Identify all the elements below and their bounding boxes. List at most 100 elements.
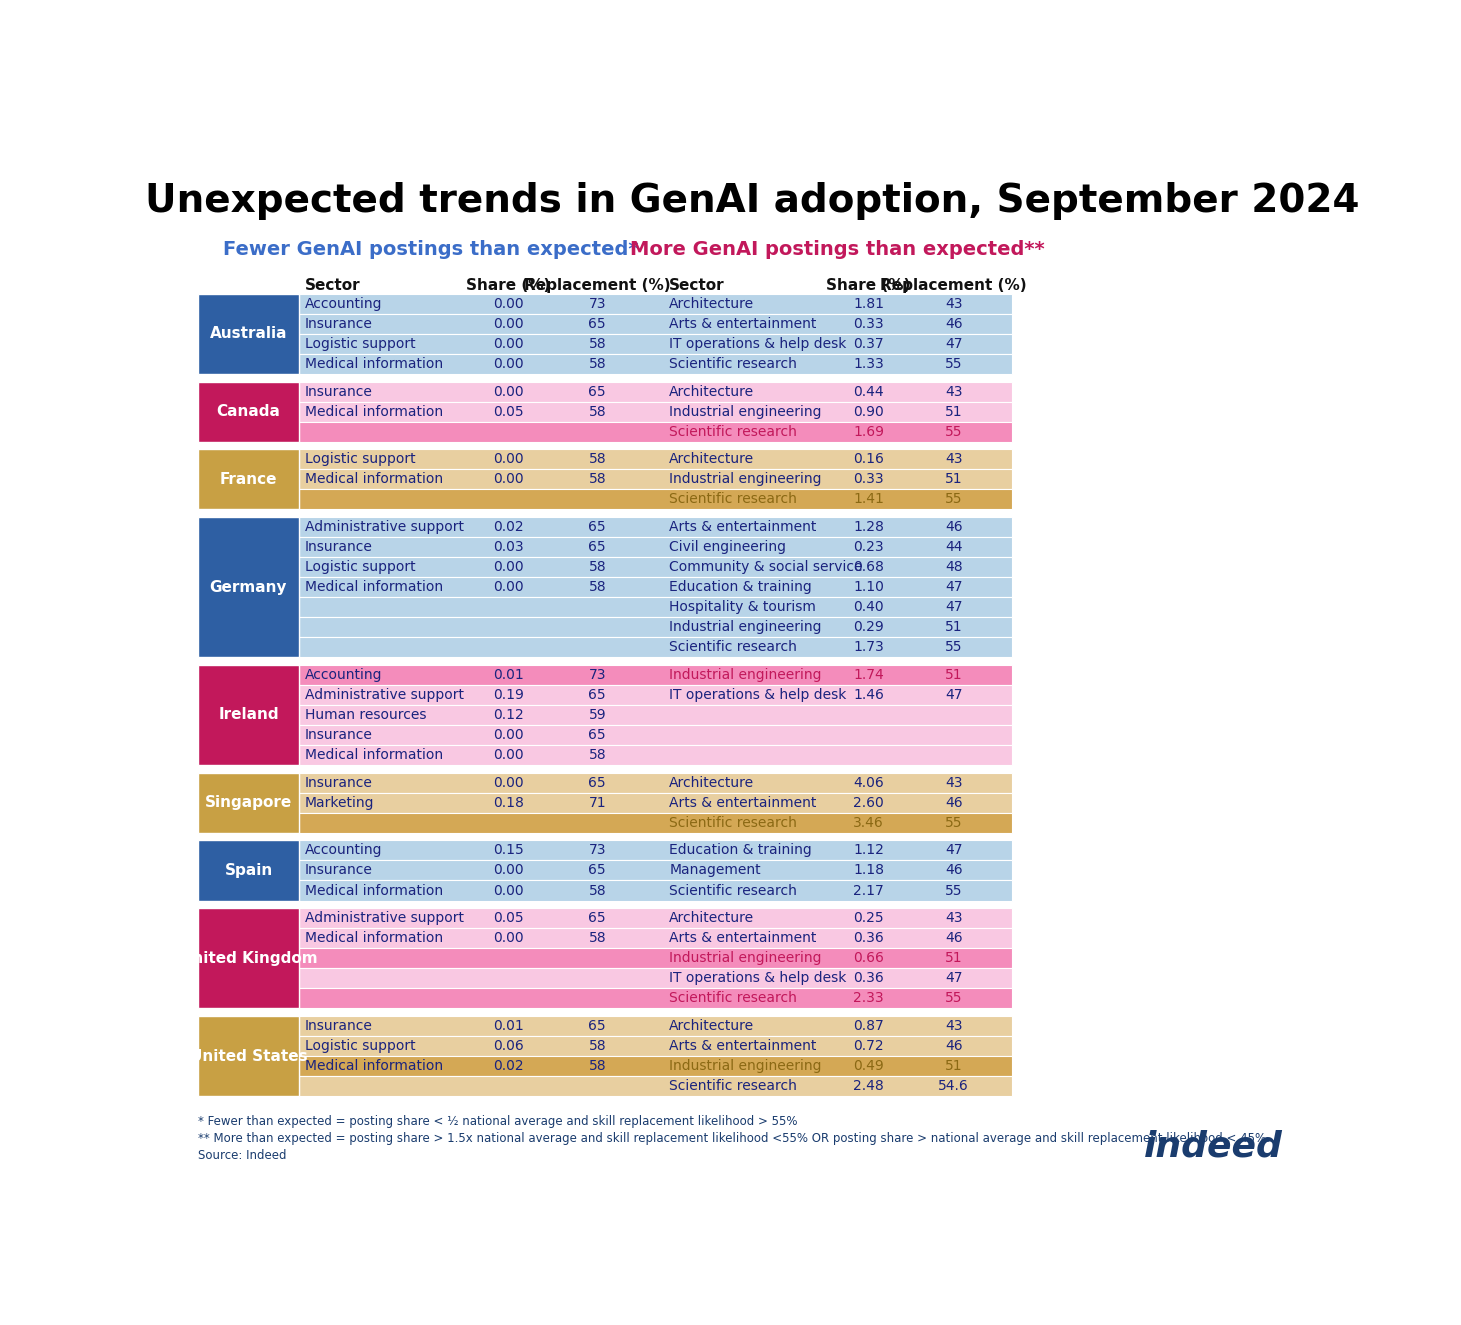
Text: Scientific research: Scientific research bbox=[669, 1079, 798, 1093]
Text: Arts & entertainment: Arts & entertainment bbox=[669, 796, 817, 810]
Text: Replacement (%): Replacement (%) bbox=[524, 278, 671, 293]
Text: Medical information: Medical information bbox=[305, 404, 443, 419]
Text: Replacement (%): Replacement (%) bbox=[881, 278, 1027, 293]
Text: 0.00: 0.00 bbox=[492, 297, 523, 311]
Text: 65: 65 bbox=[589, 1019, 606, 1034]
Text: 47: 47 bbox=[945, 688, 963, 702]
Text: 58: 58 bbox=[589, 472, 606, 486]
Bar bbox=[300, 401, 1012, 421]
Text: Insurance: Insurance bbox=[305, 317, 373, 331]
Text: indeed: indeed bbox=[1144, 1129, 1283, 1163]
Bar bbox=[300, 598, 1012, 617]
Bar bbox=[300, 469, 1012, 489]
Text: 51: 51 bbox=[945, 951, 963, 965]
Text: Medical information: Medical information bbox=[305, 749, 443, 762]
Bar bbox=[199, 908, 300, 1008]
Text: 1.28: 1.28 bbox=[853, 519, 884, 534]
Bar bbox=[300, 1076, 1012, 1096]
Text: 46: 46 bbox=[945, 864, 963, 877]
Text: Medical information: Medical information bbox=[305, 472, 443, 486]
Text: 58: 58 bbox=[589, 1039, 606, 1053]
Text: Medical information: Medical information bbox=[305, 931, 443, 945]
Text: 0.00: 0.00 bbox=[492, 356, 523, 371]
Bar bbox=[300, 617, 1012, 637]
Text: 0.12: 0.12 bbox=[492, 708, 523, 722]
Text: 0.00: 0.00 bbox=[492, 384, 523, 399]
Bar bbox=[300, 637, 1012, 657]
Text: 73: 73 bbox=[589, 844, 606, 857]
Text: 1.46: 1.46 bbox=[853, 688, 884, 702]
Text: 0.00: 0.00 bbox=[492, 472, 523, 486]
Text: Arts & entertainment: Arts & entertainment bbox=[669, 931, 817, 945]
Text: 65: 65 bbox=[589, 912, 606, 925]
Bar bbox=[199, 1016, 300, 1096]
Text: Share (%): Share (%) bbox=[466, 278, 551, 293]
Text: Insurance: Insurance bbox=[305, 727, 373, 742]
Text: 51: 51 bbox=[945, 404, 963, 419]
Text: 58: 58 bbox=[589, 404, 606, 419]
Text: Education & training: Education & training bbox=[669, 844, 812, 857]
Text: 65: 65 bbox=[589, 519, 606, 534]
Text: Accounting: Accounting bbox=[305, 297, 383, 311]
Text: IT operations & help desk: IT operations & help desk bbox=[669, 337, 847, 351]
Text: 55: 55 bbox=[945, 816, 963, 829]
Text: Hospitality & tourism: Hospitality & tourism bbox=[669, 600, 817, 615]
Text: 55: 55 bbox=[945, 493, 963, 506]
Text: IT operations & help desk: IT operations & help desk bbox=[669, 971, 847, 986]
Text: 58: 58 bbox=[589, 356, 606, 371]
Text: Insurance: Insurance bbox=[305, 384, 373, 399]
Bar bbox=[300, 449, 1012, 469]
Text: United Kingdom: United Kingdom bbox=[180, 951, 317, 966]
Bar bbox=[300, 665, 1012, 685]
Text: Architecture: Architecture bbox=[669, 1019, 754, 1034]
Text: Insurance: Insurance bbox=[305, 775, 373, 790]
Text: Sector: Sector bbox=[305, 278, 361, 293]
Text: Marketing: Marketing bbox=[305, 796, 374, 810]
Text: ** More than expected = posting share > 1.5x national average and skill replacem: ** More than expected = posting share > … bbox=[199, 1133, 1270, 1145]
Text: 73: 73 bbox=[589, 297, 606, 311]
Text: 0.36: 0.36 bbox=[853, 971, 884, 986]
Text: 65: 65 bbox=[589, 688, 606, 702]
Text: 43: 43 bbox=[945, 912, 963, 925]
Bar bbox=[300, 578, 1012, 598]
Text: 0.87: 0.87 bbox=[853, 1019, 884, 1034]
Text: United States: United States bbox=[190, 1048, 307, 1064]
Text: Arts & entertainment: Arts & entertainment bbox=[669, 519, 817, 534]
Text: Architecture: Architecture bbox=[669, 297, 754, 311]
Text: 2.60: 2.60 bbox=[853, 796, 884, 810]
Text: 55: 55 bbox=[945, 424, 963, 439]
Text: 65: 65 bbox=[589, 384, 606, 399]
Text: Arts & entertainment: Arts & entertainment bbox=[669, 1039, 817, 1053]
Text: Industrial engineering: Industrial engineering bbox=[669, 404, 823, 419]
Text: Administrative support: Administrative support bbox=[305, 912, 465, 925]
Text: Industrial engineering: Industrial engineering bbox=[669, 472, 823, 486]
Text: 0.36: 0.36 bbox=[853, 931, 884, 945]
Text: 0.00: 0.00 bbox=[492, 727, 523, 742]
Text: Source: Indeed: Source: Indeed bbox=[199, 1149, 286, 1162]
Text: 58: 58 bbox=[589, 931, 606, 945]
Text: 1.18: 1.18 bbox=[853, 864, 884, 877]
Text: 44: 44 bbox=[945, 541, 963, 554]
Text: Scientific research: Scientific research bbox=[669, 640, 798, 655]
Text: Scientific research: Scientific research bbox=[669, 493, 798, 506]
Bar bbox=[199, 382, 300, 441]
Text: Industrial engineering: Industrial engineering bbox=[669, 1059, 823, 1073]
Bar bbox=[300, 840, 1012, 860]
Text: Medical information: Medical information bbox=[305, 1059, 443, 1073]
Text: Industrial engineering: Industrial engineering bbox=[669, 951, 823, 965]
Text: Community & social service: Community & social service bbox=[669, 560, 863, 574]
Text: 43: 43 bbox=[945, 452, 963, 466]
Text: 2.33: 2.33 bbox=[853, 991, 884, 1006]
Text: 46: 46 bbox=[945, 931, 963, 945]
Text: 0.06: 0.06 bbox=[492, 1039, 523, 1053]
Text: 0.25: 0.25 bbox=[853, 912, 884, 925]
Text: Accounting: Accounting bbox=[305, 844, 383, 857]
Text: 51: 51 bbox=[945, 620, 963, 635]
Text: Logistic support: Logistic support bbox=[305, 337, 416, 351]
Bar bbox=[300, 334, 1012, 354]
Bar bbox=[300, 294, 1012, 314]
Text: 0.01: 0.01 bbox=[492, 668, 523, 682]
Text: 59: 59 bbox=[589, 708, 606, 722]
Bar bbox=[199, 294, 300, 374]
Text: 0.49: 0.49 bbox=[853, 1059, 884, 1073]
